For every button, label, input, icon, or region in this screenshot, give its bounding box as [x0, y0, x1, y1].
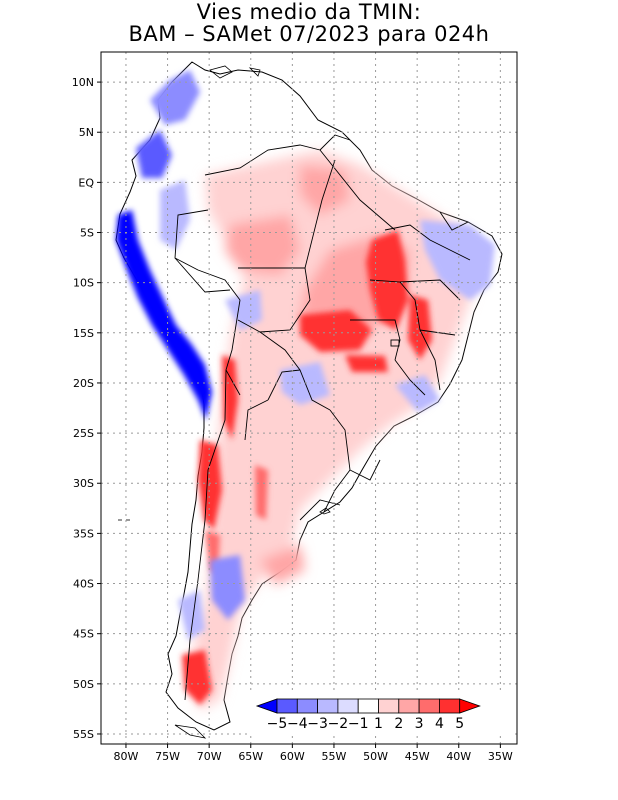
colorbar-segment — [418, 698, 440, 714]
colorbar-segment — [337, 698, 359, 714]
colorbar-segment — [317, 698, 339, 714]
latitude-labels: 10N 5N EQ 5S 10S 15S 20S 25S 30S 35S 40S 45S 50S 55S — [72, 76, 101, 741]
lat-label-50s: 50S — [73, 678, 94, 691]
lat-label-10n: 10N — [72, 76, 94, 89]
colorbar-segment-max — [459, 698, 481, 714]
colorbar-label: 3 — [415, 716, 424, 732]
lat-label-55s: 55S — [73, 728, 94, 741]
lon-label-80w: 80W — [114, 750, 139, 763]
lat-label-eq: EQ — [78, 176, 94, 189]
lon-label-40w: 40W — [446, 750, 471, 763]
lon-label-60w: 60W — [280, 750, 305, 763]
colorbar-label: −4 — [287, 716, 308, 732]
colorbar-segment — [357, 698, 379, 714]
lat-label-40s: 40S — [73, 578, 94, 591]
map-title-line2: BAM – SAMet 07/2023 para 024h — [128, 22, 490, 46]
colorbar-label: 1 — [374, 716, 383, 732]
lon-label-65w: 65W — [238, 750, 263, 763]
lat-label-5s: 5S — [80, 227, 94, 240]
lon-label-55w: 55W — [322, 750, 347, 763]
colorbar-label: −3 — [307, 716, 328, 732]
colorbar-label: 5 — [455, 716, 464, 732]
country-borders — [174, 134, 471, 701]
lon-label-75w: 75W — [155, 750, 180, 763]
colorbar-segment — [398, 698, 420, 714]
colorbar-label: 4 — [435, 716, 444, 732]
longitude-labels: 80W 75W 70W 65W 60W 55W 50W 45W 40W 35W — [114, 744, 513, 763]
lat-label-15s: 15S — [73, 327, 94, 340]
colorbar-label: −5 — [267, 716, 288, 732]
lat-label-45s: 45S — [73, 628, 94, 641]
colorbar-label: −2 — [328, 716, 349, 732]
lat-label-20s: 20S — [73, 377, 94, 390]
colorbar-segment — [438, 698, 461, 714]
lon-label-70w: 70W — [197, 750, 222, 763]
lat-label-35s: 35S — [73, 527, 94, 540]
lat-label-30s: 30S — [73, 477, 94, 490]
colorbar-label: −1 — [348, 716, 369, 732]
colorbar-label: 2 — [394, 716, 403, 732]
lat-label-25s: 25S — [73, 427, 94, 440]
lon-label-45w: 45W — [405, 750, 430, 763]
lon-label-50w: 50W — [363, 750, 388, 763]
grid-lines — [101, 52, 517, 744]
colorbar: −5 −4 −3 −2 −1 1 2 3 4 5 — [248, 694, 512, 736]
lon-label-35w: 35W — [488, 750, 513, 763]
map-frame-border — [100, 51, 518, 745]
islands — [118, 65, 331, 739]
colorbar-segment — [378, 698, 400, 714]
colorbar-segment — [276, 698, 298, 714]
lat-label-5n: 5N — [79, 126, 94, 139]
map-title-line1: Vies medio da TMIN: — [196, 0, 422, 24]
colorbar-segment — [296, 698, 318, 714]
lat-label-10s: 10S — [73, 277, 94, 290]
